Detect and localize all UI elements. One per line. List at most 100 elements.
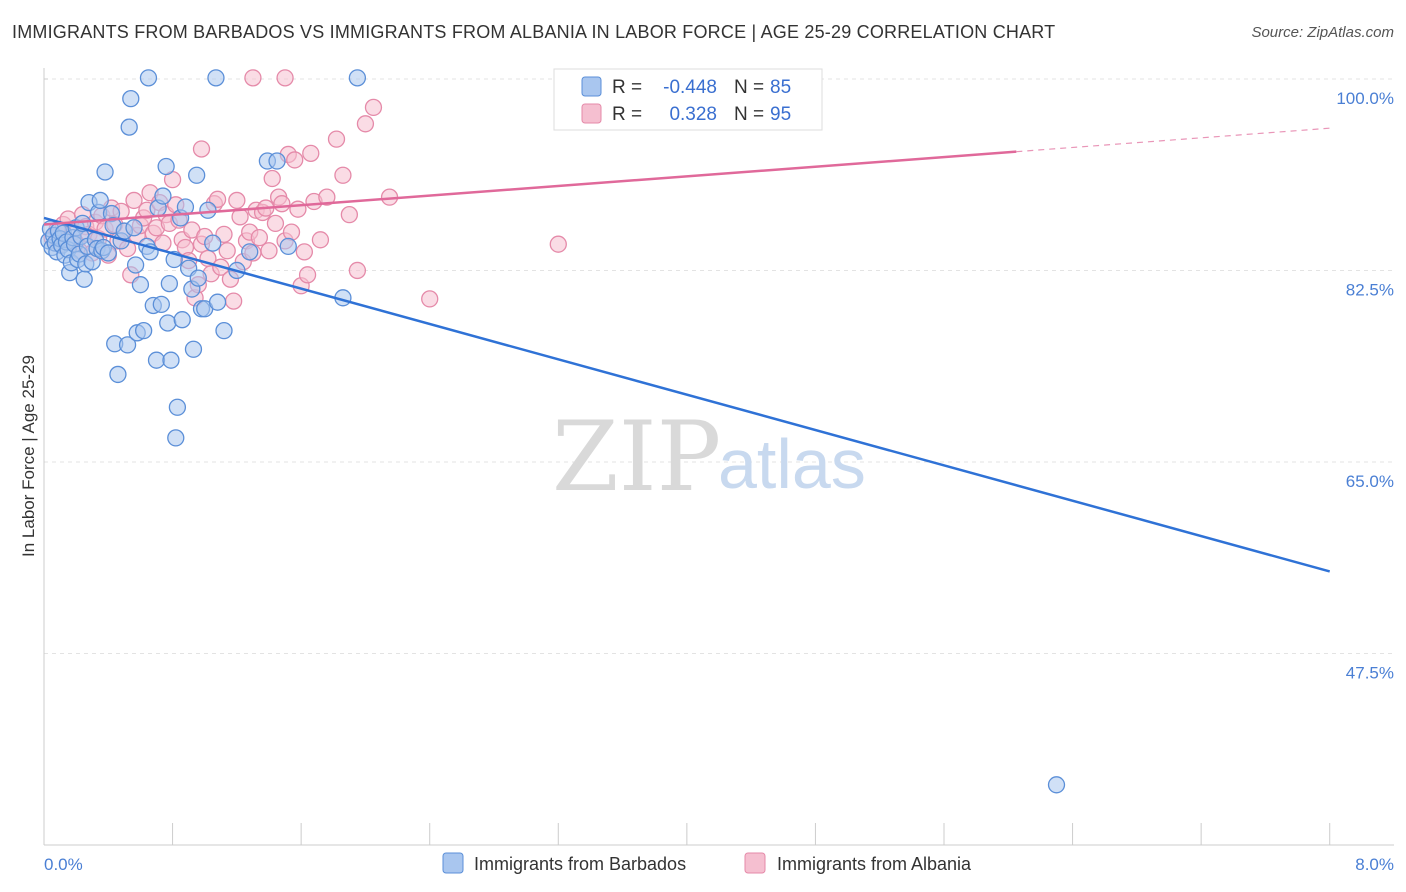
barbados-point: [134, 321, 153, 340]
albania-point: [318, 188, 336, 206]
y-axis-title: In Labor Force | Age 25-29: [19, 355, 38, 557]
stats-blue-r-value: -0.448: [663, 77, 717, 98]
legend-barbados-label: Immigrants from Barbados: [474, 854, 686, 874]
albania-point: [348, 261, 367, 280]
barbados-point: [139, 69, 158, 87]
albania-point: [549, 235, 567, 253]
stats-pink-n-value: 95: [770, 104, 791, 125]
barbados-point: [208, 293, 227, 311]
barbados-point: [268, 152, 286, 170]
stats-box: R = -0.448 N = 85 R = 0.328 N = 95: [553, 68, 823, 131]
barbados-trendline: [43, 216, 1331, 573]
barbados-point: [1047, 776, 1066, 794]
barbados-point: [184, 340, 203, 358]
albania-point: [364, 98, 383, 117]
albania-point: [334, 166, 352, 184]
albania-point: [298, 266, 317, 284]
albania-point: [295, 243, 314, 261]
albania-point: [286, 151, 304, 169]
albania-point: [224, 292, 243, 310]
legend-barbados-swatch: [442, 852, 464, 874]
barbados-point: [173, 311, 191, 329]
barbados-point: [152, 295, 170, 314]
axes: [43, 68, 1394, 846]
stats-pink-swatch: [581, 103, 602, 124]
barbados-points: [40, 69, 1066, 794]
legend-albania-swatch: [744, 852, 766, 874]
barbados-point: [109, 365, 127, 384]
albania-point: [327, 130, 346, 148]
y-tick-label: 82.5%: [1346, 280, 1394, 299]
trend-lines: [43, 127, 1331, 573]
albania-point: [340, 205, 359, 224]
barbados-point: [189, 269, 207, 287]
albania-point: [302, 144, 320, 163]
albania-point: [125, 191, 143, 210]
watermark-zip: ZIP: [552, 401, 721, 513]
albania-point: [260, 242, 278, 260]
barbados-point: [348, 69, 367, 87]
albania-trendline: [43, 150, 1017, 226]
barbados-point: [126, 256, 145, 274]
barbados-point: [131, 276, 150, 294]
albania-point: [215, 225, 233, 243]
y-tick-label: 47.5%: [1346, 663, 1394, 682]
x-tick-label-max: 8.0%: [1355, 855, 1394, 874]
albania-point: [218, 242, 236, 260]
albania-point: [273, 195, 291, 213]
barbados-point: [159, 314, 177, 332]
barbados-point: [125, 219, 143, 237]
stats-blue-swatch: [581, 76, 602, 97]
barbados-point: [162, 351, 180, 369]
barbados-point: [91, 191, 109, 210]
barbados-point: [241, 243, 259, 261]
barbados-point: [279, 237, 297, 256]
albania-point: [421, 290, 439, 308]
albania-point: [276, 69, 294, 87]
legend: Immigrants from Barbados Immigrants from…: [442, 852, 972, 874]
barbados-point: [118, 336, 137, 354]
watermark: ZIP atlas: [552, 401, 866, 513]
barbados-point: [122, 89, 140, 108]
barbados-point: [188, 166, 206, 184]
albania-point: [282, 223, 301, 241]
barbados-point: [168, 398, 187, 416]
source-label: Source: ZipAtlas.com: [1251, 24, 1394, 41]
albania-trendline-extension: [1016, 127, 1330, 153]
albania-point: [244, 69, 262, 87]
barbados-point: [154, 187, 172, 205]
y-tick-label: 65.0%: [1346, 472, 1394, 491]
barbados-point: [157, 157, 175, 176]
barbados-point: [204, 234, 222, 252]
x-tick-label-min: 0.0%: [44, 855, 83, 874]
albania-point: [192, 140, 211, 158]
albania-point: [289, 200, 307, 218]
barbados-point: [120, 118, 138, 136]
albania-point: [250, 228, 269, 247]
legend-albania-label: Immigrants from Albania: [777, 854, 972, 874]
barbados-point: [96, 163, 114, 181]
stats-pink-n-label: N =: [734, 104, 764, 125]
barbados-point: [160, 274, 179, 293]
barbados-point: [75, 270, 93, 288]
chart-title: IMMIGRANTS FROM BARBADOS VS IMMIGRANTS F…: [12, 22, 1056, 42]
albania-point: [263, 169, 281, 188]
stats-blue-r-label: R =: [612, 77, 642, 98]
y-tick-label: 100.0%: [1336, 89, 1394, 108]
barbados-point: [207, 69, 225, 87]
y-tick-labels: 100.0% 82.5% 65.0% 47.5%: [1336, 89, 1394, 683]
barbados-point: [99, 244, 117, 262]
albania-point: [228, 191, 246, 210]
barbados-point: [167, 429, 185, 447]
stats-pink-r-label: R =: [612, 104, 642, 125]
albania-point: [208, 190, 227, 208]
barbados-point: [147, 351, 166, 369]
stats-pink-r-value: 0.328: [669, 104, 717, 125]
albania-point: [356, 115, 375, 133]
albania-point: [311, 231, 330, 249]
albania-point: [266, 214, 285, 233]
barbados-point: [215, 321, 233, 340]
stats-blue-n-value: 85: [770, 77, 791, 98]
barbados-point: [199, 201, 217, 219]
